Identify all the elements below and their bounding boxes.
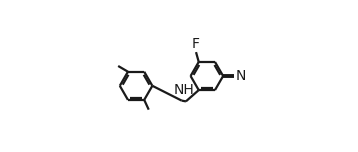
Text: N: N <box>236 69 246 83</box>
Text: F: F <box>192 37 200 51</box>
Text: NH: NH <box>174 83 194 97</box>
